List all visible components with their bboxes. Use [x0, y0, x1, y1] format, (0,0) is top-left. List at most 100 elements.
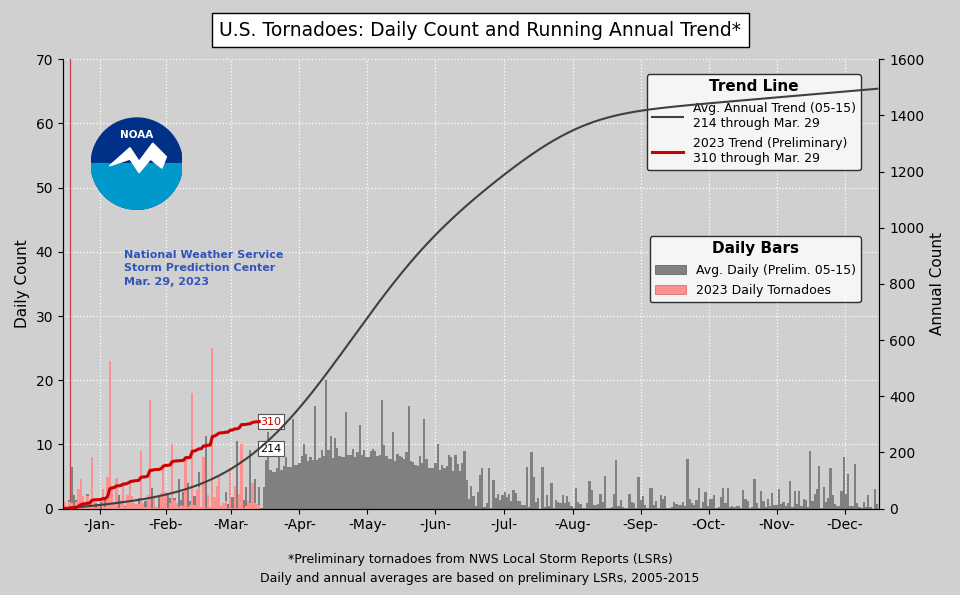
- Bar: [95, 503, 98, 509]
- Bar: [253, 479, 256, 509]
- Bar: [711, 499, 713, 509]
- Bar: [184, 458, 187, 509]
- Polygon shape: [109, 143, 166, 173]
- Bar: [688, 499, 691, 509]
- Bar: [133, 503, 135, 509]
- Bar: [100, 502, 102, 509]
- Bar: [289, 467, 292, 509]
- Bar: [365, 457, 368, 509]
- Bar: [780, 503, 782, 509]
- Bar: [470, 486, 472, 509]
- Bar: [624, 508, 626, 509]
- Bar: [80, 479, 82, 509]
- Bar: [626, 508, 629, 509]
- Bar: [566, 496, 568, 509]
- Bar: [372, 449, 374, 509]
- Bar: [381, 399, 383, 509]
- Bar: [492, 480, 494, 509]
- Bar: [590, 490, 592, 509]
- Bar: [156, 507, 157, 509]
- Bar: [541, 467, 543, 509]
- Bar: [543, 508, 546, 509]
- Bar: [110, 504, 113, 509]
- Bar: [180, 500, 182, 509]
- Bar: [64, 502, 66, 509]
- Bar: [160, 504, 162, 509]
- Bar: [787, 503, 789, 509]
- Bar: [137, 503, 140, 509]
- Text: NOAA: NOAA: [120, 130, 154, 140]
- Bar: [501, 495, 504, 509]
- Bar: [564, 503, 566, 509]
- Bar: [392, 431, 395, 509]
- Bar: [452, 471, 454, 509]
- Text: National Weather Service
Storm Prediction Center
Mar. 29, 2023: National Weather Service Storm Predictio…: [124, 250, 283, 287]
- Bar: [606, 508, 609, 509]
- Bar: [631, 502, 633, 509]
- Bar: [204, 436, 206, 509]
- Bar: [774, 505, 776, 509]
- Bar: [124, 506, 127, 509]
- Bar: [484, 507, 486, 509]
- Bar: [850, 506, 852, 509]
- Bar: [530, 452, 533, 509]
- Bar: [231, 497, 233, 509]
- Bar: [510, 501, 513, 509]
- Bar: [445, 466, 447, 509]
- Bar: [562, 495, 564, 509]
- Bar: [348, 455, 349, 509]
- Bar: [629, 494, 631, 509]
- Bar: [617, 506, 619, 509]
- Bar: [494, 498, 497, 509]
- Bar: [457, 464, 459, 509]
- Bar: [461, 463, 464, 509]
- Bar: [200, 508, 203, 509]
- Bar: [127, 498, 129, 509]
- Bar: [71, 503, 73, 509]
- Bar: [162, 464, 164, 509]
- Bar: [852, 506, 853, 509]
- Bar: [243, 500, 245, 509]
- Bar: [368, 458, 370, 509]
- Bar: [162, 500, 164, 509]
- Bar: [385, 456, 388, 509]
- Bar: [78, 488, 80, 509]
- Bar: [825, 502, 828, 509]
- Bar: [506, 497, 508, 509]
- Bar: [535, 502, 537, 509]
- Bar: [167, 496, 169, 509]
- Bar: [577, 502, 580, 509]
- Bar: [602, 502, 604, 509]
- Bar: [127, 495, 129, 509]
- Bar: [258, 505, 260, 509]
- Bar: [794, 491, 796, 509]
- Bar: [796, 504, 798, 509]
- Bar: [691, 503, 693, 509]
- Bar: [762, 501, 764, 509]
- Bar: [95, 508, 98, 509]
- Bar: [120, 507, 122, 509]
- Bar: [267, 431, 269, 509]
- Bar: [110, 490, 113, 509]
- Bar: [644, 505, 646, 509]
- Bar: [447, 455, 450, 509]
- Bar: [105, 507, 107, 509]
- Bar: [789, 481, 791, 509]
- Bar: [240, 444, 243, 509]
- Bar: [129, 508, 131, 509]
- Bar: [206, 494, 209, 509]
- Bar: [243, 508, 245, 509]
- Bar: [64, 505, 66, 509]
- Bar: [649, 488, 651, 509]
- Bar: [316, 460, 319, 509]
- Bar: [729, 506, 732, 509]
- Bar: [229, 507, 231, 509]
- Bar: [611, 507, 612, 509]
- Bar: [82, 506, 84, 509]
- Bar: [98, 506, 100, 509]
- Bar: [247, 501, 250, 509]
- Bar: [548, 506, 550, 509]
- Bar: [341, 458, 343, 509]
- Bar: [135, 504, 137, 509]
- Bar: [560, 503, 562, 509]
